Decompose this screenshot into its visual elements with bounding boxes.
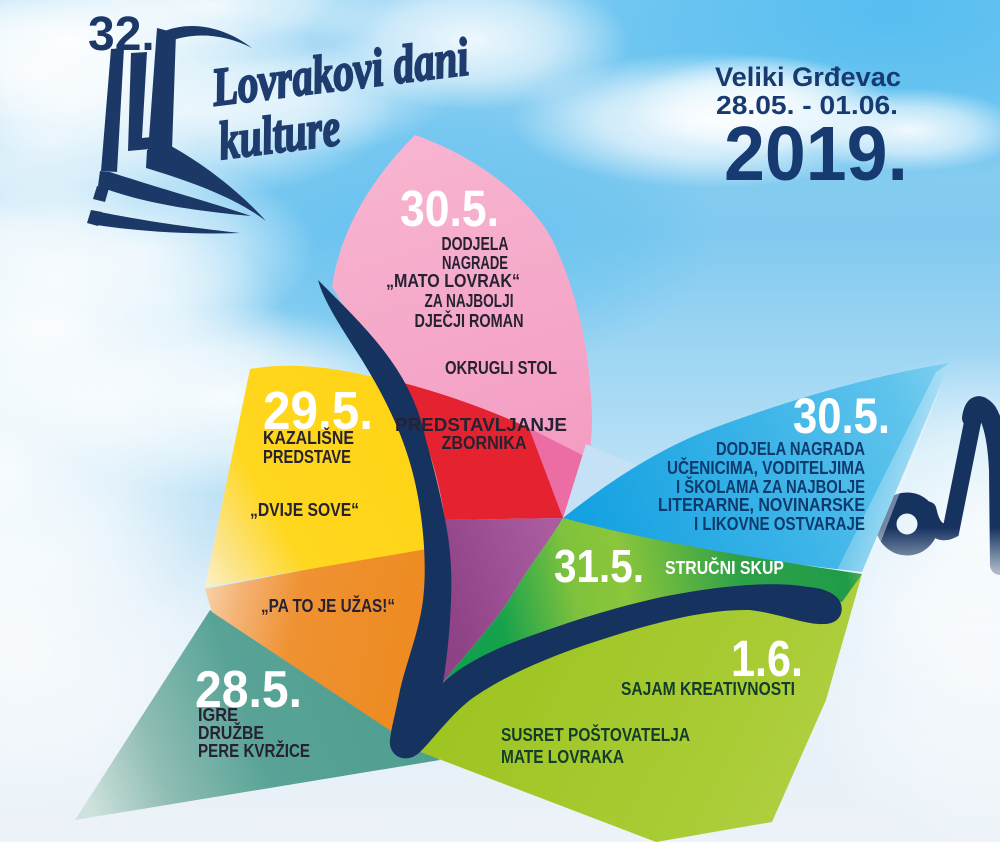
svg-text:„MATO LOVRAK“: „MATO LOVRAK“	[386, 270, 520, 291]
svg-text:2019.: 2019.	[724, 111, 908, 197]
svg-text:KAZALIŠNE: KAZALIŠNE	[263, 427, 354, 448]
svg-text:I ŠKOLAMA ZA NAJBOLJE: I ŠKOLAMA ZA NAJBOLJE	[676, 476, 865, 497]
svg-text:NAGRADE: NAGRADE	[442, 252, 508, 273]
svg-text:28.05. - 01.06.: 28.05. - 01.06.	[716, 90, 898, 120]
svg-text:UČENICIMA, VODITELJIMA: UČENICIMA, VODITELJIMA	[667, 457, 865, 478]
svg-text:SAJAM KREATIVNOSTI: SAJAM KREATIVNOSTI	[621, 678, 795, 699]
svg-text:DODJELA: DODJELA	[442, 233, 509, 254]
svg-text:32.: 32.	[88, 8, 155, 61]
svg-text:ZA NAJBOLJI: ZA NAJBOLJI	[425, 290, 514, 311]
svg-text:30.5.: 30.5.	[793, 388, 890, 444]
svg-text:DRUŽBE: DRUŽBE	[198, 722, 264, 743]
svg-text:PREDSTAVE: PREDSTAVE	[263, 446, 351, 467]
svg-text:DJEČJI ROMAN: DJEČJI ROMAN	[415, 310, 524, 331]
svg-text:30.5.: 30.5.	[400, 180, 499, 237]
svg-text:SUSRET POŠTOVATELJA: SUSRET POŠTOVATELJA	[501, 724, 690, 745]
svg-text:I LIKOVNE OSTVARAJE: I LIKOVNE OSTVARAJE	[694, 513, 865, 534]
svg-text:PERE KVRŽICE: PERE KVRŽICE	[198, 740, 310, 761]
svg-text:„PA TO JE UŽAS!“: „PA TO JE UŽAS!“	[261, 595, 395, 616]
svg-text:PREDSTAVLJANJE: PREDSTAVLJANJE	[395, 414, 567, 435]
svg-text:STRUČNI SKUP: STRUČNI SKUP	[665, 557, 784, 578]
svg-text:DODJELA NAGRADA: DODJELA NAGRADA	[716, 438, 865, 459]
svg-text:OKRUGLI STOL: OKRUGLI STOL	[445, 357, 557, 378]
svg-text:31.5.: 31.5.	[554, 540, 644, 592]
svg-text:Veliki Grđevac: Veliki Grđevac	[715, 62, 901, 92]
svg-text:1.6.: 1.6.	[731, 630, 803, 687]
svg-text:LITERARNE, NOVINARSKE: LITERARNE, NOVINARSKE	[658, 494, 865, 515]
svg-text:ZBORNIKA: ZBORNIKA	[442, 432, 527, 453]
svg-text:29.5.: 29.5.	[263, 381, 373, 441]
svg-text:„DVIJE SOVE“: „DVIJE SOVE“	[250, 499, 359, 520]
svg-text:IGRE: IGRE	[198, 704, 238, 725]
svg-text:MATE LOVRAKA: MATE LOVRAKA	[501, 746, 624, 767]
svg-text:28.5.: 28.5.	[195, 661, 302, 719]
